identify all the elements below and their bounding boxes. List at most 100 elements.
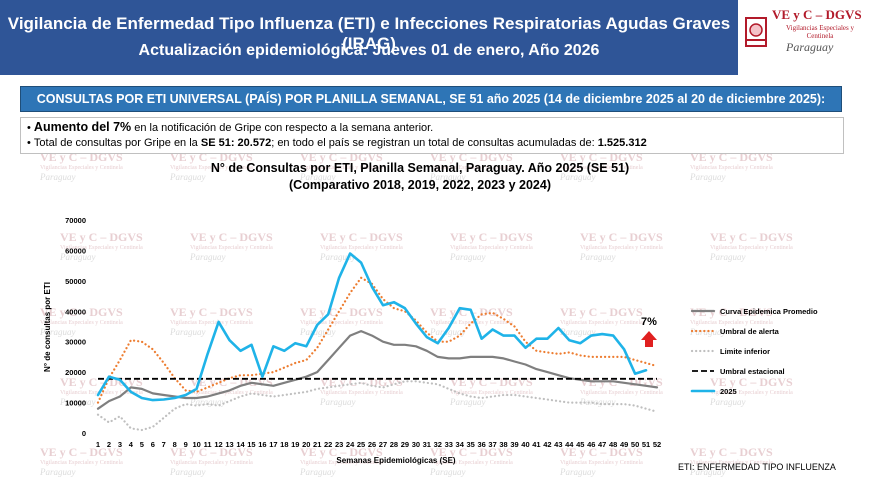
watermark-subtitle: Vigilancias Especiales y Centinela bbox=[430, 165, 513, 171]
watermark-country: Paraguay bbox=[300, 172, 336, 182]
watermark-name: VE y C – DGVS bbox=[710, 375, 793, 389]
x-tick-label: 9 bbox=[184, 440, 188, 449]
x-tick-label: 1 bbox=[96, 440, 100, 449]
bullet-1-text: en la notificación de Gripe con respecto… bbox=[131, 122, 434, 134]
x-tick-label: 32 bbox=[434, 440, 442, 449]
x-tick-label: 22 bbox=[324, 440, 332, 449]
x-tick-label: 24 bbox=[346, 440, 355, 449]
watermark-logo: VE y C – DGVS Vigilancias Especiales y Ce… bbox=[430, 445, 535, 485]
chart-title: N° de Consultas por ETI, Planilla Semana… bbox=[210, 161, 630, 175]
x-tick-label: 2 bbox=[107, 440, 111, 449]
watermark-name: VE y C – DGVS bbox=[40, 305, 123, 319]
x-tick-label: 21 bbox=[313, 440, 321, 449]
watermark-subtitle: Vigilancias Especiales y Centinela bbox=[170, 165, 253, 171]
summary-box: • Aumento del 7% en la notificación de G… bbox=[20, 117, 844, 154]
watermark-country: Paraguay bbox=[190, 397, 226, 407]
watermark-name: VE y C – DGVS bbox=[300, 445, 383, 459]
watermark-country: Paraguay bbox=[40, 327, 76, 337]
watermark-country: Paraguay bbox=[690, 327, 726, 337]
x-tick-label: 36 bbox=[477, 440, 485, 449]
watermark-logo: VE y C – DGVS Vigilancias Especiales y Ce… bbox=[320, 230, 425, 270]
x-tick-label: 43 bbox=[554, 440, 562, 449]
watermark-country: Paraguay bbox=[690, 467, 726, 477]
x-tick-label: 16 bbox=[258, 440, 266, 449]
x-tick-label: 5 bbox=[140, 440, 144, 449]
page-subtitle: Actualización epidemiológica: Jueves 01 … bbox=[138, 42, 600, 59]
watermark-subtitle: Vigilancias Especiales y Centinela bbox=[560, 165, 643, 171]
x-tick-label: 33 bbox=[445, 440, 453, 449]
x-tick-label: 23 bbox=[335, 440, 343, 449]
x-tick-label: 18 bbox=[280, 440, 288, 449]
x-tick-label: 3 bbox=[118, 440, 122, 449]
watermark-subtitle: Vigilancias Especiales y Centinela bbox=[450, 390, 533, 396]
bullet-2-mid: ; en todo el país se registran un total … bbox=[271, 137, 598, 149]
x-tick-label: 10 bbox=[192, 440, 200, 449]
watermark-name: VE y C – DGVS bbox=[60, 375, 143, 389]
watermark-subtitle: Vigilancias Especiales y Centinela bbox=[450, 245, 533, 251]
watermark-logo: VE y C – DGVS Vigilancias Especiales y Ce… bbox=[690, 445, 795, 485]
watermark-name: VE y C – DGVS bbox=[170, 445, 253, 459]
x-tick-label: 8 bbox=[173, 440, 177, 449]
watermark-name: VE y C – DGVS bbox=[170, 305, 253, 319]
y-tick-label: 10000 bbox=[65, 399, 86, 408]
watermark-subtitle: Vigilancias Especiales y Centinela bbox=[430, 320, 513, 326]
watermark-subtitle: Vigilancias Especiales y Centinela bbox=[690, 165, 773, 171]
series-line-curva-epidemica-promedio bbox=[96, 330, 659, 410]
watermark-subtitle: Vigilancias Especiales y Centinela bbox=[40, 320, 123, 326]
x-tick-label: 11 bbox=[204, 440, 212, 449]
watermark-country: Paraguay bbox=[710, 252, 746, 262]
logo-country: Paraguay bbox=[786, 40, 834, 54]
change-annotation: 7% bbox=[641, 316, 657, 328]
watermark-subtitle: Vigilancias Especiales y Centinela bbox=[710, 390, 793, 396]
watermark-country: Paraguay bbox=[560, 467, 596, 477]
watermark-name: VE y C – DGVS bbox=[710, 230, 793, 244]
watermark-name: VE y C – DGVS bbox=[560, 445, 643, 459]
watermark-subtitle: Vigilancias Especiales y Centinela bbox=[170, 460, 253, 466]
watermark-name: VE y C – DGVS bbox=[320, 230, 403, 244]
watermark-country: Paraguay bbox=[580, 397, 616, 407]
y-tick-label: 0 bbox=[82, 429, 86, 438]
x-tick-label: 47 bbox=[598, 440, 606, 449]
watermark-logo: VE y C – DGVS Vigilancias Especiales y Ce… bbox=[710, 375, 815, 415]
x-tick-label: 12 bbox=[214, 440, 222, 449]
watermark-subtitle: Vigilancias Especiales y Centinela bbox=[320, 390, 403, 396]
watermark-logo: VE y C – DGVS Vigilancias Especiales y Ce… bbox=[560, 305, 665, 345]
watermark-country: Paraguay bbox=[690, 172, 726, 182]
logo-emblem-icon bbox=[745, 17, 767, 47]
watermark-country: Paraguay bbox=[60, 252, 96, 262]
watermark-country: Paraguay bbox=[170, 327, 206, 337]
x-tick-label: 34 bbox=[456, 440, 465, 449]
x-tick-label: 20 bbox=[302, 440, 310, 449]
watermark-logo: VE y C – DGVS Vigilancias Especiales y Ce… bbox=[690, 305, 795, 345]
legend-label: Curva Epidemica Promedio bbox=[720, 307, 818, 316]
watermark-subtitle: Vigilancias Especiales y Centinela bbox=[60, 245, 143, 251]
watermark-subtitle: Vigilancias Especiales y Centinela bbox=[430, 460, 513, 466]
x-tick-label: 46 bbox=[587, 440, 595, 449]
x-tick-label: 40 bbox=[521, 440, 529, 449]
watermark-country: Paraguay bbox=[430, 172, 466, 182]
legend-label: Umbral estacional bbox=[720, 367, 785, 376]
bullet-2-accumulated: 1.525.312 bbox=[597, 137, 647, 149]
watermark-subtitle: Vigilancias Especiales y Centinela bbox=[60, 390, 143, 396]
watermark-country: Paraguay bbox=[40, 172, 76, 182]
watermark-logo: VE y C – DGVS Vigilancias Especiales y Ce… bbox=[560, 445, 665, 485]
watermark-subtitle: Vigilancias Especiales y Centinela bbox=[300, 165, 383, 171]
page-title: Vigilancia de Enfermedad Tipo Influenza … bbox=[7, 14, 731, 53]
watermark-name: VE y C – DGVS bbox=[300, 305, 383, 319]
up-arrow-icon bbox=[641, 331, 657, 347]
x-tick-label: 13 bbox=[225, 440, 233, 449]
watermark-logo: VE y C – DGVS Vigilancias Especiales y Ce… bbox=[60, 230, 165, 270]
x-tick-label: 29 bbox=[401, 440, 409, 449]
x-tick-label: 6 bbox=[151, 440, 155, 449]
bullet-1: • Aumento del 7% en la notificación de G… bbox=[27, 120, 434, 134]
watermark-name: VE y C – DGVS bbox=[450, 230, 533, 244]
watermark-country: Paraguay bbox=[430, 327, 466, 337]
x-tick-label: 42 bbox=[543, 440, 551, 449]
x-tick-label: 48 bbox=[609, 440, 617, 449]
x-tick-label: 45 bbox=[576, 440, 584, 449]
watermark-subtitle: Vigilancias Especiales y Centinela bbox=[300, 320, 383, 326]
x-tick-label: 28 bbox=[390, 440, 398, 449]
watermark-subtitle: Vigilancias Especiales y Centinela bbox=[690, 320, 773, 326]
x-tick-label: 51 bbox=[642, 440, 650, 449]
